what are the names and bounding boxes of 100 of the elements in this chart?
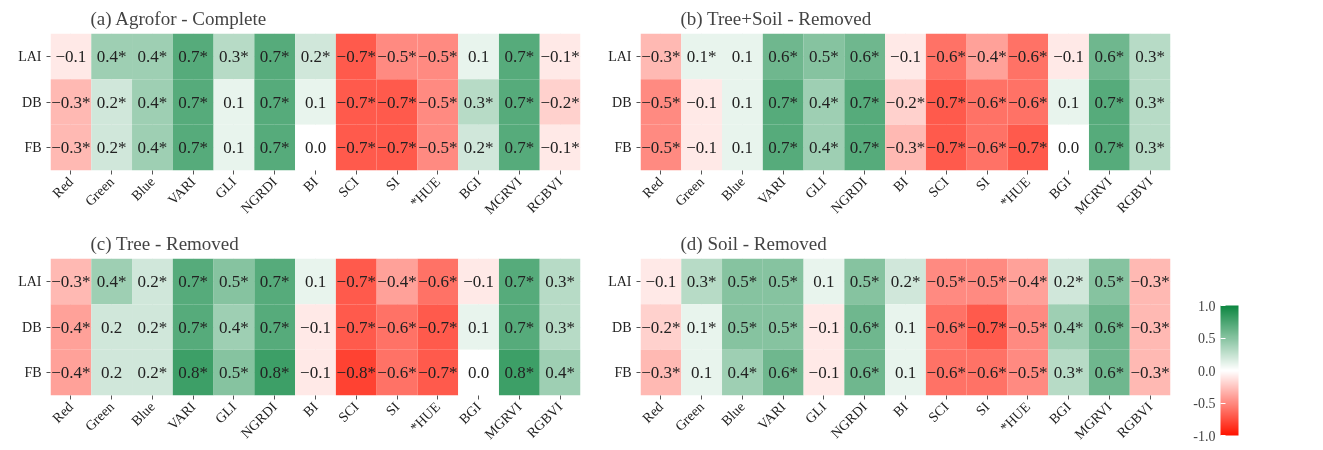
data-label: 0.5* — [727, 271, 758, 291]
data-label: 0.7* — [259, 317, 290, 337]
y-tick-label: FB — [614, 140, 632, 156]
data-label: 0.8* — [504, 363, 535, 383]
x-tick-label: Blue — [718, 174, 748, 204]
data-label: 0.7* — [1094, 92, 1125, 112]
data-label: −0.7* — [336, 138, 376, 158]
x-tick-label: GLI — [802, 173, 830, 202]
data-label: 0.4* — [219, 317, 249, 337]
data-label: 0.0 — [304, 138, 327, 158]
x-tick-label: SI — [972, 398, 993, 419]
x-tick-label: BI — [890, 173, 912, 195]
data-label: 0.7* — [504, 46, 535, 66]
x-tick-label: BGI — [1046, 173, 1075, 202]
data-label: −0.1 — [300, 363, 331, 383]
x-tick-label: Blue — [128, 174, 158, 204]
data-label: −0.7* — [1008, 138, 1048, 158]
data-label: −0.1* — [540, 138, 580, 158]
y-tick-label: FB — [614, 365, 632, 381]
data-label: 0.1* — [686, 46, 717, 66]
data-label: 0.2* — [463, 138, 494, 158]
data-label: −0.7* — [967, 317, 1007, 337]
data-label: 0.6* — [1094, 317, 1125, 337]
data-label: −0.6* — [377, 317, 417, 337]
data-label: −0.6* — [1008, 46, 1048, 66]
data-label: 0.1 — [304, 92, 327, 112]
data-label: −0.6* — [1008, 92, 1048, 112]
data-label: 0.3* — [545, 317, 575, 337]
data-label: −0.2* — [641, 317, 681, 337]
data-label: 0.5* — [219, 363, 249, 383]
data-label: −0.1 — [808, 363, 840, 383]
data-label: 0.1 — [223, 138, 245, 158]
data-label: −0.1 — [55, 46, 87, 66]
data-label: 0.0 — [1057, 138, 1080, 158]
data-label: −0.8* — [336, 363, 376, 383]
data-label: 0.1 — [731, 138, 754, 158]
data-label: 0.2* — [137, 317, 168, 337]
data-label: 0.7* — [178, 92, 209, 112]
data-label: 0.7* — [259, 138, 290, 158]
data-label: 0.7* — [178, 271, 209, 291]
data-label: −0.4* — [377, 271, 417, 291]
data-label: −0.5* — [1008, 363, 1048, 383]
data-label: −0.3* — [641, 46, 681, 66]
data-label: 0.5* — [727, 317, 758, 337]
data-label: 0.2* — [890, 271, 921, 291]
data-label: −0.4* — [1008, 271, 1048, 291]
data-label: 0.3* — [1135, 138, 1165, 158]
data-label: 0.1 — [731, 92, 754, 112]
chart-title: (c) Tree - Removed — [90, 232, 240, 255]
data-label: 0.1 — [223, 92, 245, 112]
data-label: −0.2* — [885, 92, 926, 112]
data-label: 0.2* — [300, 46, 331, 66]
data-label: −0.3* — [641, 363, 681, 383]
data-label: 0.1* — [686, 317, 717, 337]
data-label: 0.7* — [504, 138, 535, 158]
data-label: 0.7* — [178, 46, 209, 66]
x-tick-label: GLI — [802, 398, 830, 427]
data-label: −0.7* — [418, 363, 458, 383]
data-label: −0.1 — [300, 317, 331, 337]
data-label: 0.2 — [101, 363, 123, 383]
data-label: 0.3* — [1053, 363, 1084, 383]
data-label: −0.6* — [926, 317, 966, 337]
x-tick-label: BGI — [1046, 398, 1075, 427]
color-bar-label: -1.0 — [1193, 428, 1216, 444]
data-label: −0.3* — [51, 138, 91, 158]
color-bar-label: 1.0 — [1198, 298, 1216, 314]
data-label: −0.6* — [926, 46, 966, 66]
y-tick-label: DB — [22, 94, 42, 110]
x-tick-label: SI — [382, 173, 403, 194]
data-label: −0.7* — [418, 317, 458, 337]
data-label: 0.5* — [768, 271, 799, 291]
x-tick-label: Blue — [128, 399, 158, 429]
data-label: −0.5* — [926, 271, 966, 291]
data-label: 0.3* — [463, 92, 494, 112]
data-label: 0.2* — [1053, 271, 1084, 291]
data-label: 0.4* — [727, 363, 758, 383]
data-label: −0.7* — [336, 271, 376, 291]
data-label: 0.5* — [809, 46, 839, 66]
data-label: 0.3* — [219, 46, 249, 66]
x-tick-label: BI — [300, 173, 322, 195]
y-tick-label: DB — [612, 319, 632, 335]
data-label: 0.3* — [1135, 46, 1165, 66]
data-label: 0.5* — [768, 317, 799, 337]
data-label: 0.2* — [96, 138, 127, 158]
data-label: 0.4* — [1053, 317, 1084, 337]
data-label: 0.5* — [219, 271, 249, 291]
data-label: −0.7* — [336, 317, 376, 337]
color-bar-label: -0.5 — [1193, 396, 1216, 411]
data-label: 0.4* — [96, 271, 127, 291]
data-label: 0.6* — [849, 363, 880, 383]
data-label: −0.3* — [51, 92, 91, 112]
x-tick-label: SCI — [925, 398, 952, 426]
data-label: −0.3* — [51, 271, 91, 291]
data-label: 0.4* — [96, 46, 127, 66]
data-label: −0.5* — [641, 138, 681, 158]
data-label: −0.7* — [377, 92, 417, 112]
data-label: 0.7* — [178, 138, 209, 158]
data-label: −0.6* — [967, 92, 1007, 112]
x-tick-label: BGI — [456, 173, 485, 202]
data-label: −0.5* — [1008, 317, 1048, 337]
